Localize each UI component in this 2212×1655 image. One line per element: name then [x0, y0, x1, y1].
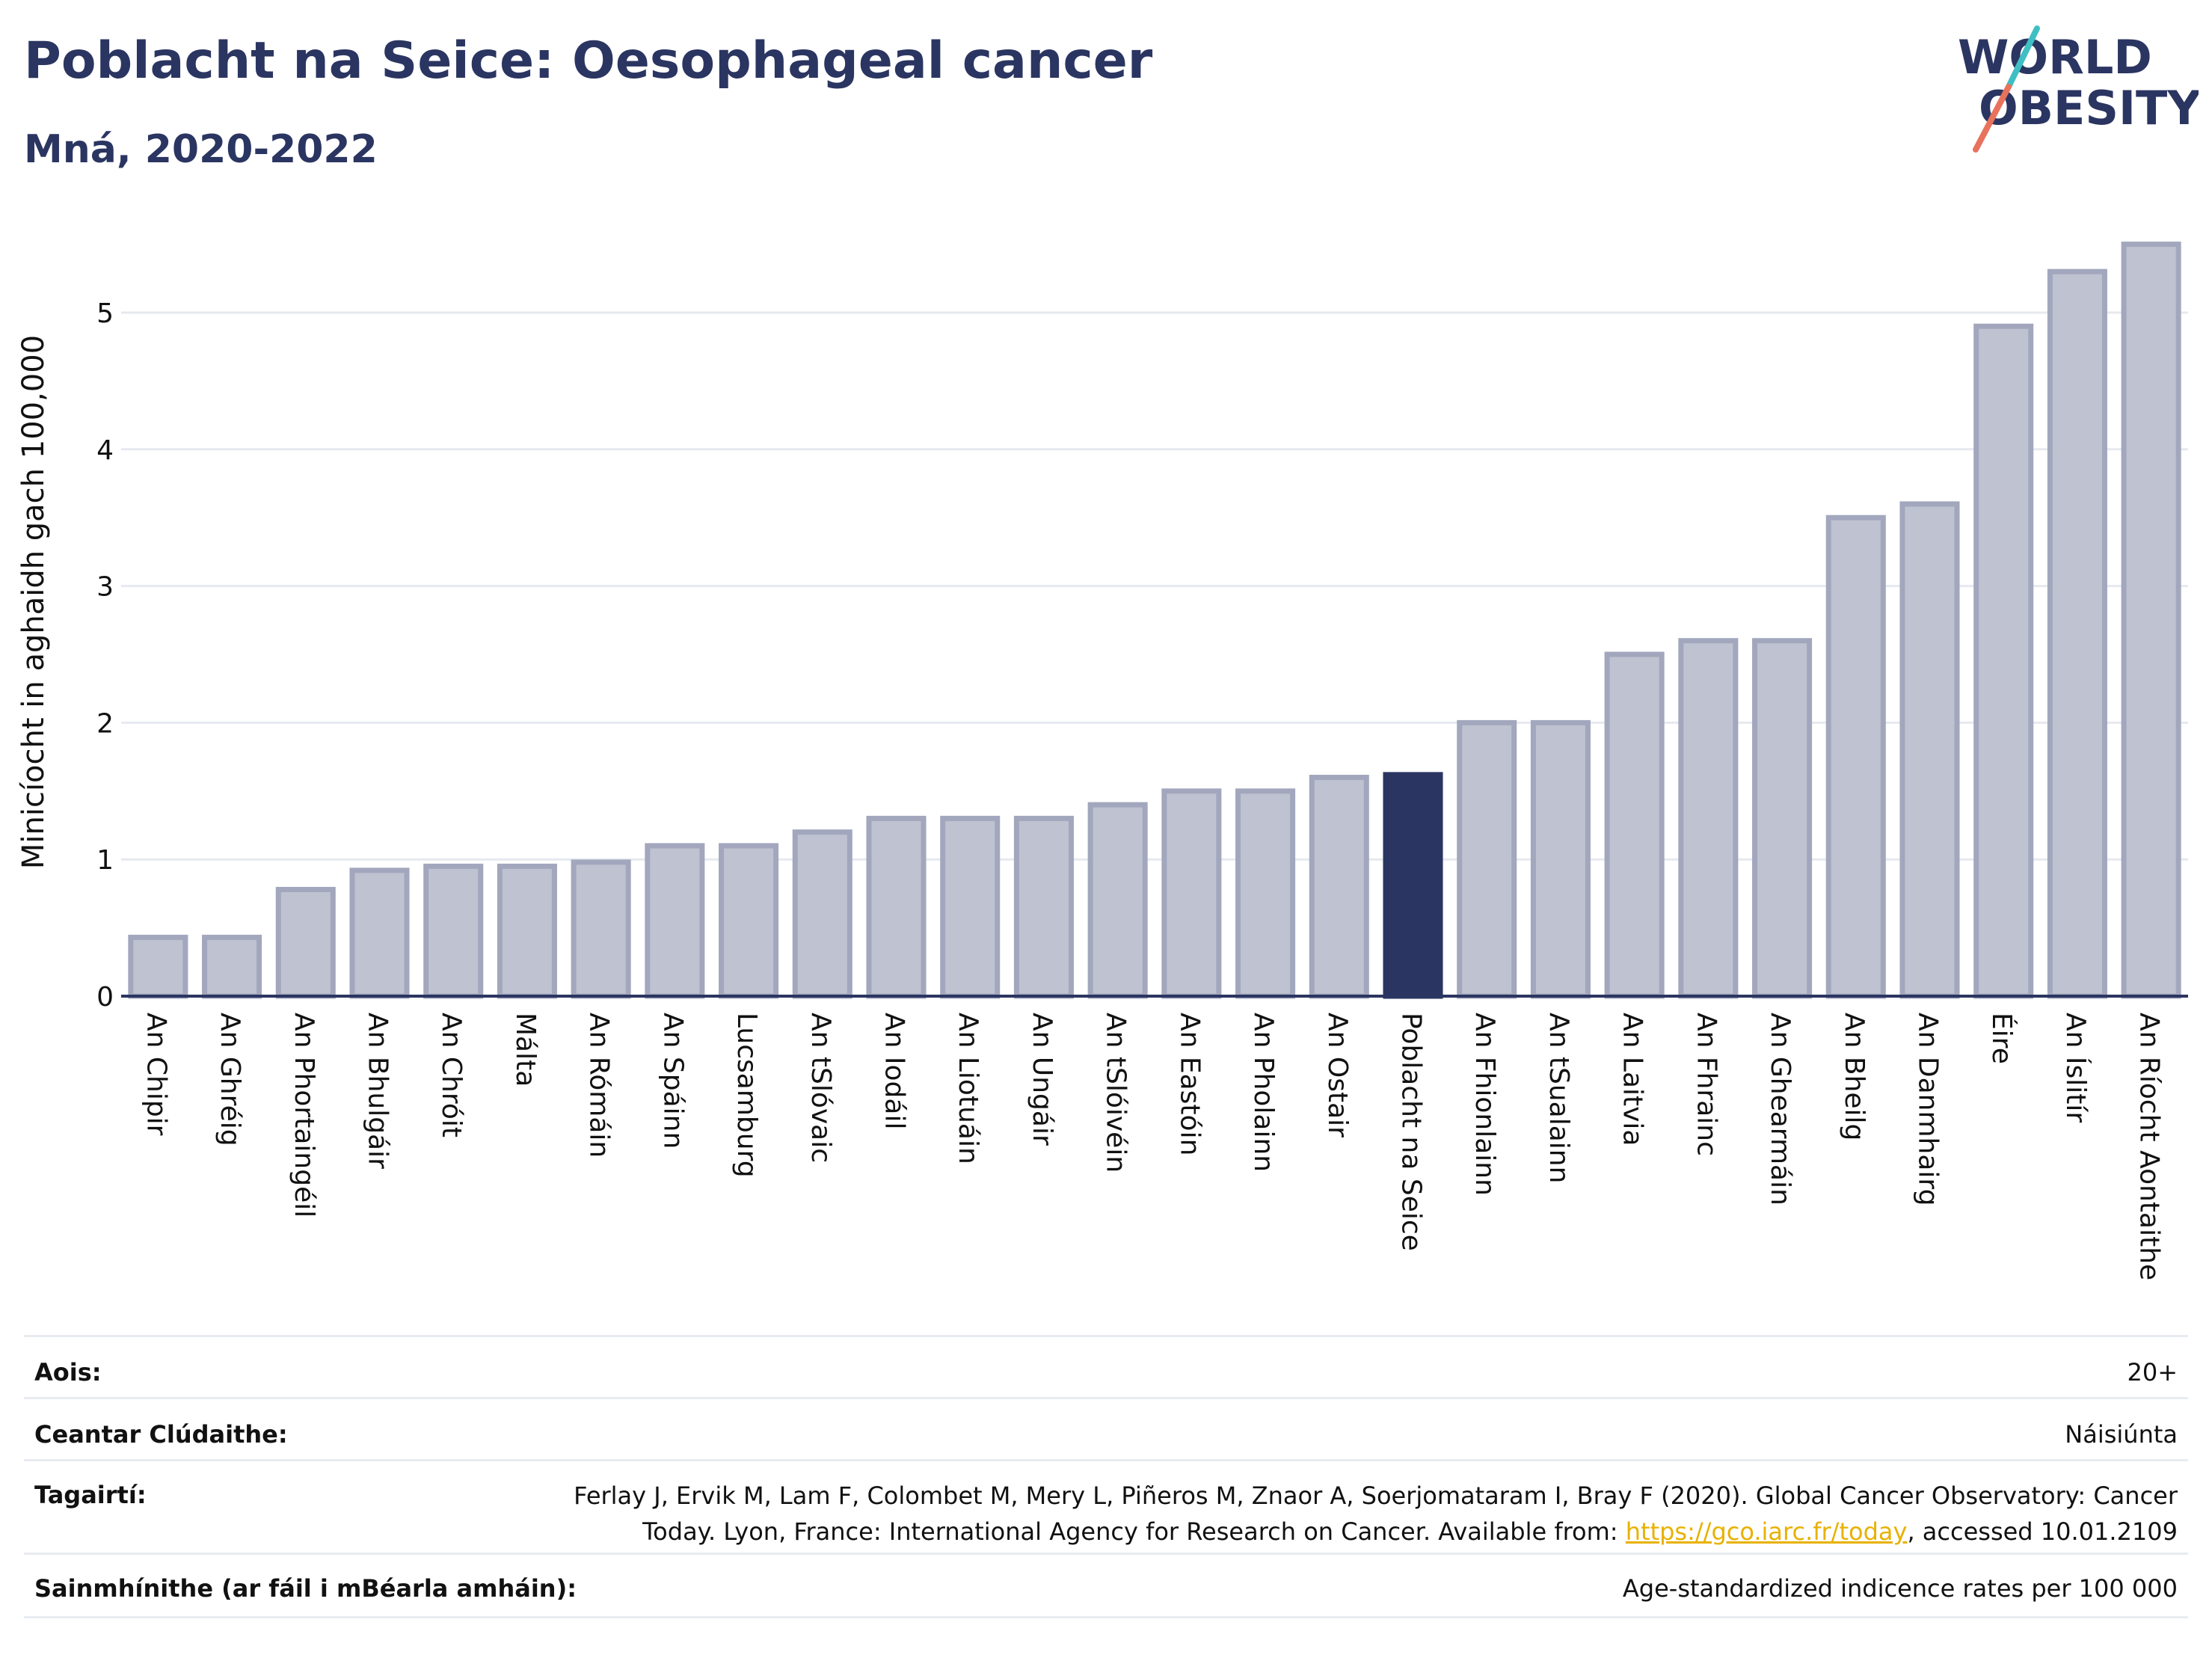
bar [645, 843, 705, 999]
bar [1973, 323, 2034, 999]
age-value: 20+ [2127, 1358, 2178, 1387]
bar [1604, 651, 1665, 999]
bar [1013, 815, 1074, 999]
bar [2121, 242, 2181, 999]
footer-row-coverage: Ceantar Clúdaithe: Náisiúnta [24, 1397, 2188, 1459]
x-tick-label: An Bheilg [1839, 1013, 1870, 1140]
references-link[interactable]: https://gco.iarc.fr/today [1625, 1517, 1908, 1546]
footer-row-age: Aois: 20+ [24, 1335, 2188, 1397]
bars [128, 242, 2181, 999]
x-tick-label: An Fhionlainn [1469, 1013, 1500, 1196]
coverage-label: Ceantar Clúdaithe: [34, 1420, 288, 1449]
x-tick-label: An Chróit [436, 1013, 467, 1137]
x-tick-label: An Eastóin [1174, 1013, 1205, 1155]
bar [497, 863, 557, 999]
x-tick-label: An Ungáir [1027, 1013, 1057, 1146]
age-label: Aois: [34, 1358, 102, 1387]
x-tick-label: Málta [510, 1013, 541, 1087]
references-text: Ferlay J, Ervik M, Lam F, Colombet M, Me… [570, 1478, 2178, 1550]
x-tick-label: An Ghearmáin [1765, 1013, 1795, 1206]
chart-title: Poblacht na Seice: Oesophageal cancer [24, 31, 1153, 90]
logo-word-world: WORLD [1958, 30, 2152, 85]
x-tick-label: Lucsamburg [731, 1013, 762, 1178]
bar [1752, 638, 1813, 999]
bar-chart: 0 1 2 3 4 5 An Chipir An Ghréig An Phortaingéil… [16, 242, 2188, 1280]
references-label: Tagairtí: [34, 1481, 147, 1509]
y-tick-label: 4 [96, 435, 114, 466]
bar [423, 863, 484, 999]
bar [866, 815, 927, 999]
x-tick-label: An Chipir [141, 1013, 171, 1136]
bar [349, 868, 410, 999]
footer-row-references: Tagairtí: Ferlay J, Ervik M, Lam F, Colo… [24, 1459, 2188, 1553]
x-tick-label: An Ríocht Aontaithe [2134, 1013, 2165, 1280]
bar [2047, 268, 2107, 999]
definitions-value: Age-standardized indicence rates per 100… [1622, 1574, 2178, 1603]
logo-slash-coral [1973, 84, 2012, 153]
x-tick-label: An Íslitír [2060, 1013, 2092, 1123]
x-tick-label: Éire [1986, 1013, 2018, 1064]
bar [1825, 515, 1886, 999]
bar [719, 843, 779, 999]
bar [1161, 788, 1222, 999]
x-tick-label: An Laitvia [1617, 1013, 1648, 1146]
x-tick-label: An Spáinn [657, 1013, 688, 1149]
bar [1235, 788, 1296, 999]
chart-subtitle: Mná, 2020-2022 [24, 127, 378, 172]
bar [1530, 719, 1591, 999]
bar [1383, 772, 1443, 999]
bar [940, 815, 1001, 999]
coverage-value: Náisiúnta [2065, 1420, 2178, 1449]
x-tick-label: Poblacht na Seice [1396, 1013, 1427, 1251]
y-tick-label: 0 [96, 982, 114, 1013]
y-axis-label: Minicíocht in aghaidh gach 100,000 [16, 335, 51, 869]
x-tick-label: An Pholainn [1248, 1013, 1279, 1172]
bar [1309, 775, 1369, 999]
definitions-label: Sainmhínithe (ar fáil i mBéarla amháin): [34, 1574, 577, 1603]
x-tick-label: An tSlóvaic [805, 1013, 836, 1163]
world-obesity-logo: WORLD OBESITY [1958, 25, 2199, 153]
references-accessed: , accessed 10.01.2109 [1907, 1517, 2178, 1546]
x-tick-label: An Liotuáin [953, 1013, 983, 1164]
y-tick-label: 2 [96, 708, 114, 739]
bar [202, 934, 262, 999]
y-axis-ticks: 0 1 2 3 4 5 [96, 298, 114, 1013]
x-tick-label: An tSlóivéin [1101, 1013, 1131, 1173]
x-axis-labels: An Chipir An Ghréig An Phortaingéil An Bhul… [141, 1013, 2164, 1280]
footer-row-definitions: Sainmhínithe (ar fáil i mBéarla amháin):… [24, 1553, 2188, 1618]
y-tick-label: 3 [96, 572, 114, 603]
bar [1678, 638, 1739, 999]
bar [571, 859, 631, 999]
bar [1899, 501, 1960, 999]
bar [128, 934, 188, 999]
x-tick-label: An Iodáil [879, 1013, 910, 1129]
logo-word-obesity: OBESITY [1979, 81, 2199, 135]
y-tick-label: 5 [96, 298, 114, 329]
x-tick-label: An Fhrainc [1691, 1013, 1721, 1156]
bar [1087, 802, 1148, 999]
x-tick-label: An Phortaingéil [289, 1013, 319, 1218]
x-tick-label: An Danmhairg [1913, 1013, 1944, 1206]
logo-slash-teal [2006, 25, 2040, 90]
references-citation: Ferlay J, Ervik M, Lam F, Colombet M, Me… [574, 1481, 2178, 1546]
y-tick-label: 1 [96, 845, 114, 876]
x-tick-label: An Ostair [1322, 1013, 1353, 1137]
x-tick-label: An tSualainn [1543, 1013, 1574, 1183]
bar [275, 886, 336, 999]
bar [792, 829, 852, 999]
x-tick-label: An Rómáin [584, 1013, 615, 1158]
x-tick-label: An Ghréig [215, 1013, 245, 1146]
x-tick-label: An Bhulgáir [363, 1013, 393, 1169]
bar [1457, 719, 1517, 999]
